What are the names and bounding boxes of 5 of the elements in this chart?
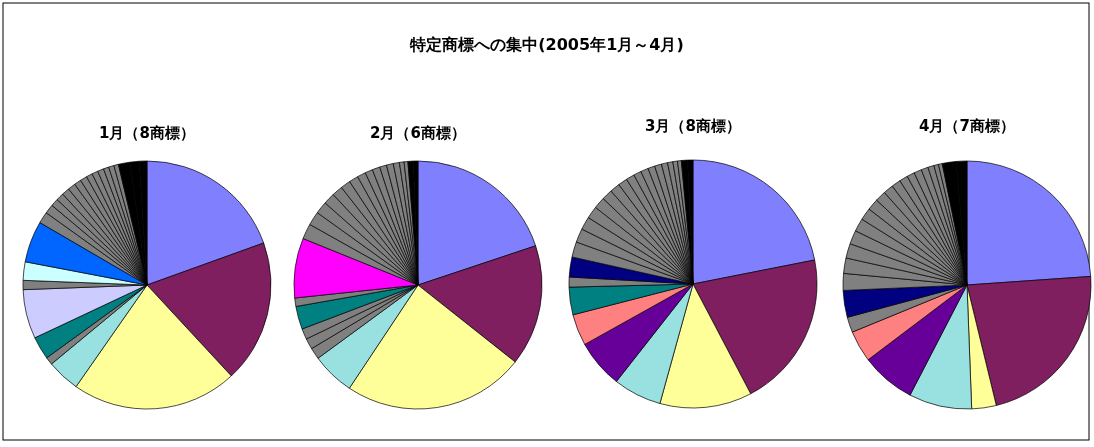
chart-title: 1月（8商標） (99, 124, 195, 142)
text: 特定商標への集中(2005年1月～4月) (409, 35, 684, 54)
chart-title: 2月（6商標） (370, 124, 466, 142)
chart-title: 3月（8商標） (645, 117, 741, 135)
chart-title: 4月（7商標） (919, 117, 1015, 135)
